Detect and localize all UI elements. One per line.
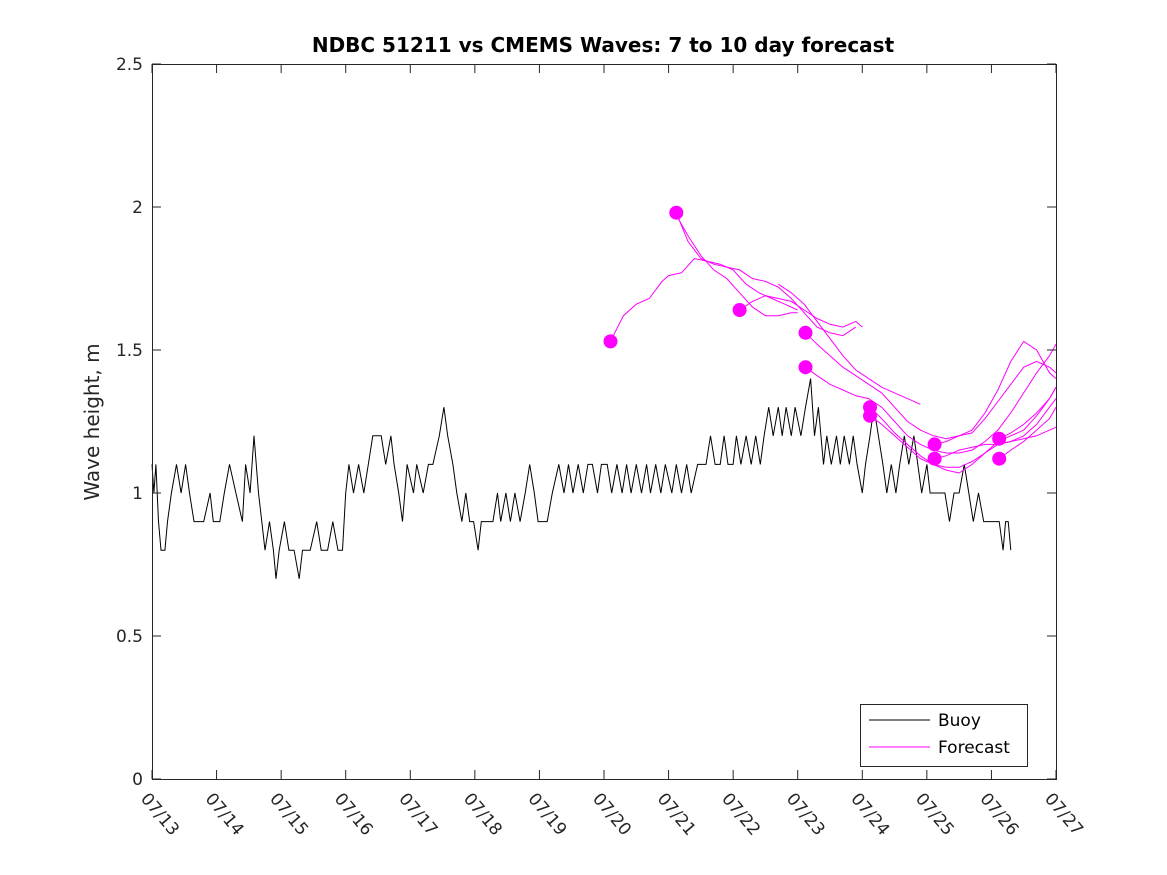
- plot-area: [151, 205, 1057, 579]
- forecast-series-line-3: [675, 212, 857, 337]
- forecast-start-marker-1: [669, 205, 684, 220]
- y-tick-label-4: 2: [132, 198, 143, 218]
- y-tick-label-3: 1.5: [116, 341, 143, 361]
- forecast-series-line-2: [674, 212, 798, 317]
- forecast-start-marker-8: [927, 451, 942, 466]
- forecast-start-marker-3: [798, 325, 813, 340]
- forecast-series-line-6: [805, 332, 1057, 440]
- forecast-start-marker-10: [992, 451, 1007, 466]
- y-tick-label-0: 0: [132, 770, 143, 790]
- forecast-series-line-13: [998, 406, 1057, 460]
- forecast-series-line-9: [869, 398, 1057, 468]
- y-axis-label: Wave height, m: [80, 343, 104, 500]
- forecast-series-line-4: [739, 295, 863, 328]
- forecast-start-marker-2: [732, 303, 747, 317]
- forecast-series-line-8: [869, 386, 1057, 474]
- forecast-start-marker-4: [798, 360, 813, 375]
- forecast-start-marker-6: [863, 408, 877, 423]
- y-tick-label-2: 1: [132, 484, 143, 504]
- y-tick-label-5: 2.5: [116, 55, 143, 75]
- legend: Buoy Forecast: [860, 704, 1028, 767]
- forecast-start-marker-0: [603, 334, 618, 349]
- y-tick-label-1: 0.5: [116, 627, 143, 647]
- legend-label-forecast: Forecast: [938, 738, 1010, 758]
- forecast-series-line-12: [998, 386, 1057, 440]
- forecast-series-line-5: [778, 283, 921, 405]
- forecast-start-marker-7: [927, 437, 942, 452]
- forecast-start-marker-9: [992, 431, 1007, 446]
- chart-title: NDBC 51211 vs CMEMS Waves: 7 to 10 day f…: [312, 33, 895, 57]
- legend-box: [860, 704, 1028, 767]
- forecast-series-line-10: [934, 360, 1057, 445]
- legend-label-buoy: Buoy: [938, 711, 981, 731]
